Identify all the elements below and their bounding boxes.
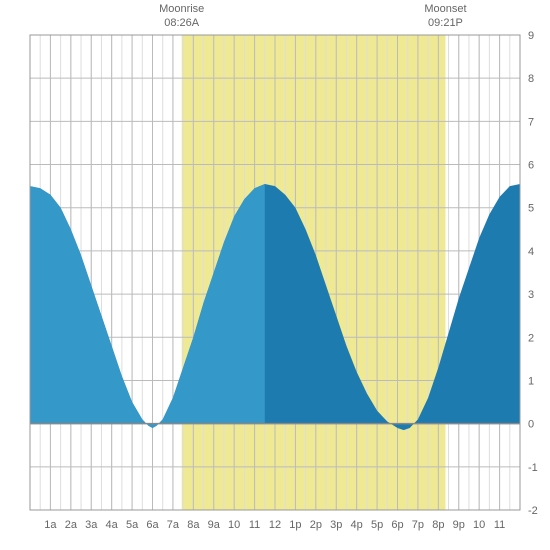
chart-svg: -2-101234567891a2a3a4a5a6a7a8a9a1011121p…: [0, 0, 550, 550]
svg-text:2: 2: [528, 332, 534, 344]
svg-text:5a: 5a: [126, 519, 139, 531]
svg-text:0: 0: [528, 419, 534, 431]
svg-text:10: 10: [473, 519, 485, 531]
svg-text:8p: 8p: [432, 519, 444, 531]
svg-text:4a: 4a: [106, 519, 119, 531]
svg-text:-1: -1: [528, 462, 538, 474]
moonset-title: Moonset: [415, 2, 475, 16]
svg-text:1a: 1a: [44, 519, 57, 531]
svg-text:12: 12: [269, 519, 281, 531]
moonrise-title: Moonrise: [152, 2, 212, 16]
svg-text:5: 5: [528, 203, 534, 215]
svg-text:3: 3: [528, 289, 534, 301]
moonset-label: Moonset 09:21P: [415, 2, 475, 31]
svg-text:9p: 9p: [453, 519, 465, 531]
tide-chart: -2-101234567891a2a3a4a5a6a7a8a9a1011121p…: [0, 0, 550, 550]
svg-text:7a: 7a: [167, 519, 180, 531]
svg-text:11: 11: [249, 519, 260, 531]
svg-text:5p: 5p: [371, 519, 383, 531]
svg-text:7: 7: [528, 116, 534, 128]
moonrise-time: 08:26A: [152, 16, 212, 30]
svg-text:4: 4: [528, 246, 534, 258]
svg-text:9: 9: [528, 30, 534, 42]
svg-text:4p: 4p: [351, 519, 363, 531]
svg-text:1p: 1p: [289, 519, 301, 531]
svg-text:2a: 2a: [65, 519, 78, 531]
svg-text:10: 10: [228, 519, 240, 531]
svg-text:3a: 3a: [85, 519, 98, 531]
moonset-time: 09:21P: [415, 16, 475, 30]
svg-text:3p: 3p: [330, 519, 342, 531]
svg-text:6: 6: [528, 160, 534, 172]
svg-text:1: 1: [528, 375, 534, 387]
svg-text:7p: 7p: [412, 519, 424, 531]
svg-text:6p: 6p: [391, 519, 403, 531]
svg-text:2p: 2p: [310, 519, 322, 531]
svg-text:-2: -2: [528, 505, 538, 517]
svg-text:6a: 6a: [146, 519, 159, 531]
svg-text:11: 11: [494, 519, 505, 531]
moonrise-label: Moonrise 08:26A: [152, 2, 212, 31]
svg-text:8: 8: [528, 73, 534, 85]
svg-text:9a: 9a: [208, 519, 221, 531]
svg-text:8a: 8a: [187, 519, 200, 531]
